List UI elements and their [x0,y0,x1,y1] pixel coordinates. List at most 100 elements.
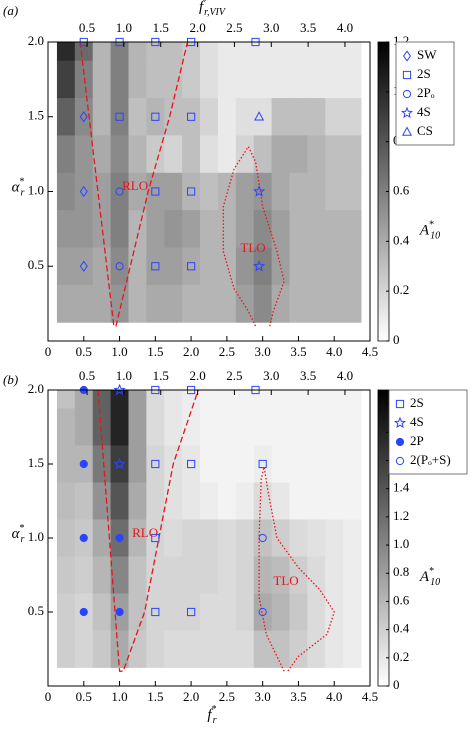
heatmap-cell [74,172,94,211]
colorbar-tick-label: 1.4 [393,480,410,495]
heatmap-cell [164,408,183,446]
marker [79,607,88,617]
heatmap-cell [110,210,129,248]
colorbar-tick-label: 0.2 [393,649,409,664]
heatmap-cell [200,445,219,483]
heatmap-cell [253,247,273,286]
heatmap-cell [235,482,255,520]
x-tick-label: 4.0 [326,689,342,704]
y-tick-label: 2.0 [28,33,44,48]
x2-tick-label: 1.5 [153,368,169,383]
y-axis-label-base: α [12,526,21,542]
heatmap-cell [56,630,76,668]
heatmap-cell [200,284,219,323]
heatmap-cell [110,408,129,446]
colorbar-label-base: A [419,569,430,585]
heatmap-cell [343,556,362,594]
y-axis-label-base: α [12,180,21,196]
heatmap-cell [92,60,112,99]
marker [115,112,124,121]
heatmap-cell [146,630,165,668]
heatmap-cell [253,172,273,211]
marker [151,187,160,196]
heatmap-cell [56,408,76,446]
legend-label: 2S [417,66,431,81]
marker [187,112,196,121]
heatmap-cell [128,98,147,136]
heatmap-cell [92,172,112,211]
heatmap-cell [307,593,326,631]
heatmap-cell [128,519,147,557]
x-tick-label: 3.5 [290,344,306,359]
heatmap-cell [200,98,219,136]
marker [400,106,414,119]
heatmap-cell [128,42,147,62]
marker [115,187,124,196]
heatmap-cell [128,556,147,594]
marker [115,607,124,617]
heatmap-cell [289,482,308,520]
heatmap-cell [92,390,112,409]
heatmap-cell [307,556,326,594]
heatmap-cell [271,593,290,631]
marker [258,607,267,617]
heatmap-cell [235,630,255,668]
heatmap-cell [164,60,183,99]
marker [187,459,196,469]
x-tick-label: 2.0 [183,689,199,704]
heatmap-cell [271,284,290,323]
heatmap-cell [271,135,290,174]
marker [79,459,88,469]
heatmap-cell [289,519,308,557]
region-label: RLO [122,178,148,193]
heatmap-cell [92,556,112,594]
heatmap-cell [56,98,76,136]
heatmap-cell [74,408,94,446]
heatmap-cell [182,408,201,446]
heatmap [56,390,362,672]
marker [401,126,413,136]
heatmap-cell [128,247,147,286]
heatmap-cell [146,482,165,520]
heatmap [56,42,362,327]
x-tick-label: 3.5 [290,689,306,704]
heatmap-cell [56,482,76,520]
heatmap-cell [235,247,255,286]
x-tick-label: 2.5 [219,344,235,359]
heatmap-cell [235,408,255,446]
heatmap-cell [343,408,362,446]
colorbar-label-base: A [419,223,430,239]
heatmap-cell [200,556,219,594]
heatmap-cell [343,60,362,99]
heatmap-cell [110,445,129,483]
x2-tick-label: 0.5 [79,20,95,35]
heatmap-cell [271,247,290,286]
panel-label: (a) [3,3,18,18]
heatmap-cell [235,98,255,136]
heatmap-cell [343,42,362,62]
heatmap-cell [92,593,112,631]
y-axis-label-sub: r [20,534,24,545]
heatmap-cell [325,98,344,136]
heatmap-cell [325,482,344,520]
region-label: RLO [132,525,158,540]
heatmap-cell [146,135,165,174]
heatmap-cell [128,284,147,323]
heatmap-cell [74,556,94,594]
heatmap-cell [217,98,237,136]
heatmap-cell [182,210,201,248]
heatmap-cell [200,519,219,557]
x-axis-label: f* r [207,704,216,726]
marker [79,185,88,198]
heatmap-cell [271,630,290,668]
heatmap-cell [271,519,290,557]
marker [258,459,267,469]
y-axis-label-sup: * [19,177,24,188]
heatmap-cell [56,42,76,62]
heatmap-cell [110,630,129,668]
x2-tick-label: 3.5 [300,20,316,35]
heatmap-cell [56,210,76,248]
heatmap-cell [128,60,147,99]
heatmap-cell [253,593,273,631]
heatmap-cell [164,390,183,409]
